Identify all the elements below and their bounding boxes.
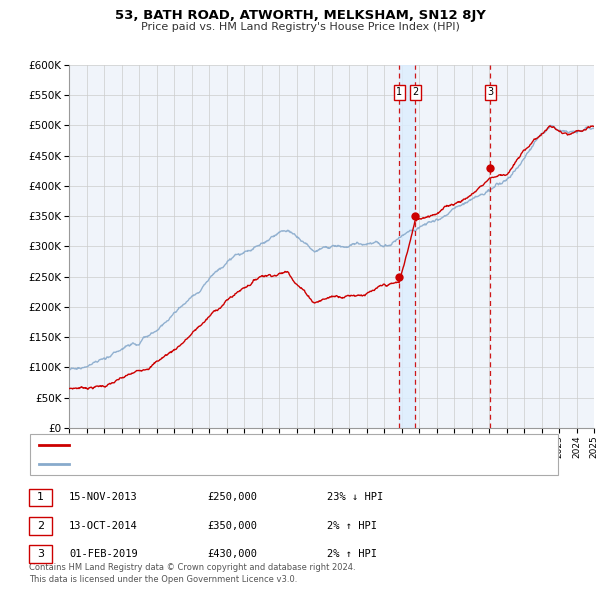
Text: This data is licensed under the Open Government Licence v3.0.: This data is licensed under the Open Gov…	[29, 575, 297, 584]
Text: HPI: Average price, detached house, Wiltshire: HPI: Average price, detached house, Wilt…	[75, 459, 299, 469]
Text: £250,000: £250,000	[207, 493, 257, 502]
Text: Price paid vs. HM Land Registry's House Price Index (HPI): Price paid vs. HM Land Registry's House …	[140, 22, 460, 32]
Text: 15-NOV-2013: 15-NOV-2013	[69, 493, 138, 502]
Text: 2: 2	[37, 521, 44, 530]
Text: 2% ↑ HPI: 2% ↑ HPI	[327, 521, 377, 530]
Text: 1: 1	[37, 493, 44, 502]
Text: 3: 3	[487, 87, 494, 97]
Text: 53, BATH ROAD, ATWORTH, MELKSHAM, SN12 8JY: 53, BATH ROAD, ATWORTH, MELKSHAM, SN12 8…	[115, 9, 485, 22]
Text: 23% ↓ HPI: 23% ↓ HPI	[327, 493, 383, 502]
Text: £350,000: £350,000	[207, 521, 257, 530]
Text: 53, BATH ROAD, ATWORTH, MELKSHAM, SN12 8JY (detached house): 53, BATH ROAD, ATWORTH, MELKSHAM, SN12 8…	[75, 440, 407, 450]
Text: 3: 3	[37, 549, 44, 559]
Bar	[400, 65, 415, 428]
Text: 2: 2	[412, 87, 418, 97]
Text: 01-FEB-2019: 01-FEB-2019	[69, 549, 138, 559]
Text: 2% ↑ HPI: 2% ↑ HPI	[327, 549, 377, 559]
Text: Contains HM Land Registry data © Crown copyright and database right 2024.: Contains HM Land Registry data © Crown c…	[29, 563, 355, 572]
Text: 1: 1	[396, 87, 403, 97]
Text: 13-OCT-2014: 13-OCT-2014	[69, 521, 138, 530]
Text: £430,000: £430,000	[207, 549, 257, 559]
